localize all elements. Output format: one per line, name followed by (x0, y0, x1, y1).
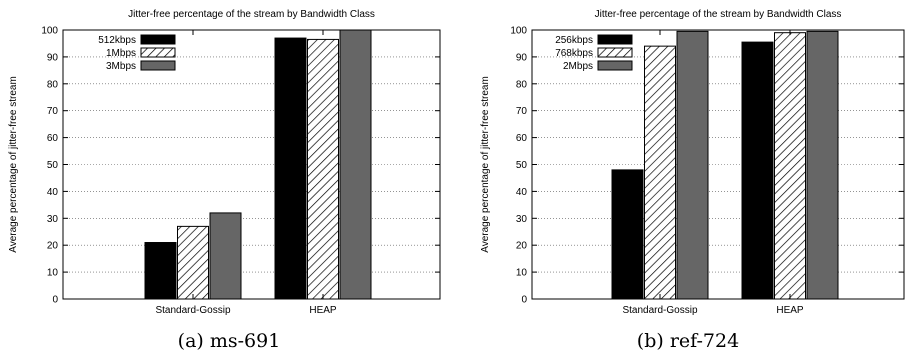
legend-swatch (597, 60, 633, 71)
chart-title: Jitter-free percentage of the stream by … (595, 9, 842, 20)
y-tick-label: 80 (516, 79, 528, 90)
x-tick-label: Standard-Gossip (155, 305, 230, 316)
y-axis-label: Average percentage of jitter-free stream (8, 76, 19, 253)
chart-panel-a: Jitter-free percentage of the stream by … (0, 0, 458, 362)
y-tick-label: 30 (516, 214, 528, 225)
y-tick-label: 60 (516, 133, 528, 144)
y-tick-label: 90 (47, 52, 59, 63)
bar-3Mbps-Standard-Gossip (209, 212, 242, 300)
figure-caption-a: (a) ms-691 (177, 330, 281, 352)
y-tick-label: 90 (516, 52, 528, 63)
legend-swatch (140, 60, 176, 71)
plot-frame (531, 29, 905, 300)
y-tick-label: 40 (47, 187, 59, 198)
x-tick-label: HEAP (309, 305, 337, 316)
x-tick-label: HEAP (776, 305, 804, 316)
legend-swatch (597, 47, 633, 58)
y-tick-label: 30 (47, 214, 59, 225)
legend-swatch (597, 34, 633, 45)
plot-frame (62, 29, 441, 300)
bar-512kbps-Standard-Gossip (144, 242, 177, 300)
bar-1Mbps-Standard-Gossip (177, 225, 209, 300)
y-axis-label: Average percentage of jitter-free stream (480, 76, 491, 253)
y-tick-label: 40 (516, 187, 528, 198)
figure-caption-b: (b) ref-724 (636, 330, 740, 352)
y-tick-label: 20 (47, 241, 59, 252)
bar-256kbps-HEAP (741, 41, 774, 300)
bar-chart-b: Jitter-free percentage of the stream by … (480, 9, 905, 316)
bar-3Mbps-HEAP (339, 29, 372, 300)
x-tick-label: Standard-Gossip (622, 305, 697, 316)
chart-title: Jitter-free percentage of the stream by … (128, 9, 375, 20)
y-tick-label: 100 (510, 26, 527, 37)
legend-swatch (140, 34, 176, 45)
legend-label: 1Mbps (106, 48, 136, 59)
bar-256kbps-Standard-Gossip (611, 169, 644, 300)
y-tick-label: 80 (47, 79, 59, 90)
bar-chart-a: Jitter-free percentage of the stream by … (8, 9, 441, 316)
y-tick-label: 10 (47, 268, 59, 279)
y-tick-label: 20 (516, 241, 528, 252)
bar-768kbps-HEAP (774, 32, 806, 300)
legend-label: 768kbps (555, 48, 593, 59)
chart-panel-b: Jitter-free percentage of the stream by … (459, 0, 917, 362)
y-tick-label: 70 (516, 106, 528, 117)
y-tick-label: 0 (521, 295, 527, 306)
bar-2Mbps-HEAP (806, 30, 839, 300)
legend-label: 3Mbps (106, 61, 136, 72)
y-tick-label: 50 (516, 160, 528, 171)
bar-768kbps-Standard-Gossip (644, 45, 676, 300)
y-tick-label: 70 (47, 106, 59, 117)
legend-label: 2Mbps (563, 61, 593, 72)
y-tick-label: 0 (52, 295, 58, 306)
y-tick-label: 50 (47, 160, 59, 171)
bar-1Mbps-HEAP (307, 38, 339, 300)
legend-swatch (140, 47, 176, 58)
legend-label: 256kbps (555, 35, 593, 46)
bar-512kbps-HEAP (274, 37, 307, 300)
legend-label: 512kbps (98, 35, 136, 46)
y-tick-label: 60 (47, 133, 59, 144)
y-tick-label: 100 (41, 26, 58, 37)
y-tick-label: 10 (516, 268, 528, 279)
bar-2Mbps-Standard-Gossip (676, 30, 709, 300)
